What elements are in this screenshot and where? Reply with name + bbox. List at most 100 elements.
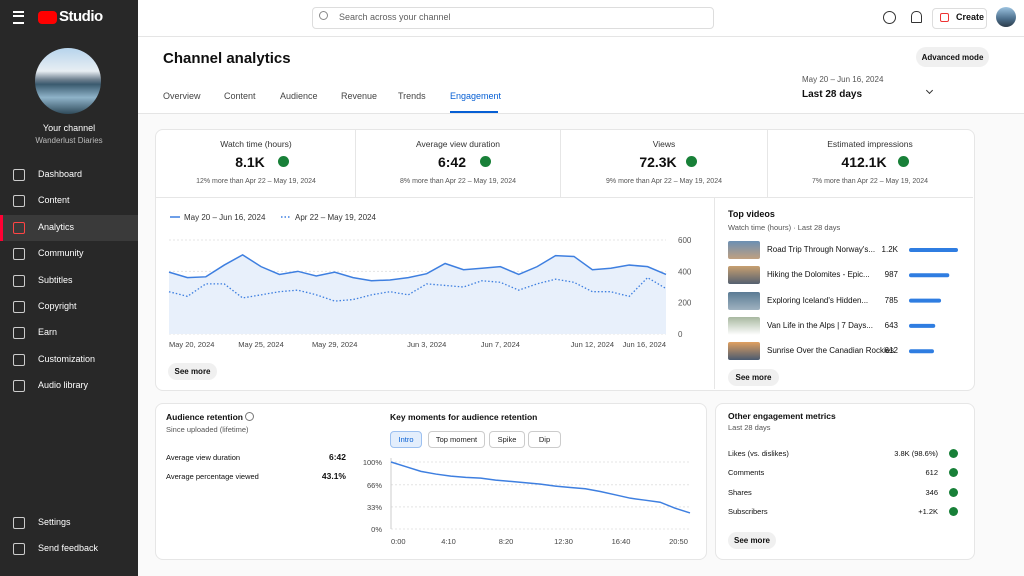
video-title[interactable]: Sunrise Over the Canadian Rockies [767,346,895,356]
engagement-value: 612 [925,468,938,478]
tab[interactable]: Revenue [341,91,378,101]
engagement-value: 3.8K (98.6%) [894,449,938,458]
video-value: 1.2K [881,245,898,254]
icon [13,380,25,393]
icon [13,195,25,208]
tab[interactable]: Content [224,91,256,101]
brand: Studio [59,8,103,25]
period[interactable]: Last 28 days [802,89,863,100]
video-value: 785 [884,295,898,305]
tab[interactable]: Trends [398,91,426,101]
key-moments-title: Key moments for audience retention [390,412,538,422]
video-value: 987 [884,270,898,280]
moment-button[interactable] [489,431,525,448]
help-icon[interactable] [883,11,896,24]
retention-subtitle: Since uploaded (lifetime) [166,425,249,434]
video-thumbnail[interactable] [728,266,760,285]
moment-label: Top moment [435,435,478,444]
nav-item[interactable]: Send feedback [38,543,99,553]
icon [13,353,25,366]
nav-item[interactable]: Earn [38,327,58,338]
icon [13,169,25,181]
nav-item[interactable]: Customization [38,353,96,364]
see-more-label: See more [735,373,772,382]
video-title[interactable]: Road Trip Through Norway's... [767,245,876,254]
tab[interactable]: Engagement [450,91,502,101]
channel-avatar [35,48,101,114]
video-thumbnail[interactable] [728,316,760,335]
video-title[interactable]: Van Life in the Alps | 7 Days... [767,320,873,330]
moment-label: Spike [497,435,517,444]
nav-active-bar [0,214,3,241]
engagement-label: Comments [728,468,765,478]
tab[interactable]: Overview [163,91,201,101]
nav-item[interactable]: Settings [38,517,71,527]
account-avatar[interactable] [996,7,1016,27]
see-more-button[interactable] [728,369,779,386]
see-more-button[interactable] [728,532,776,549]
bell-icon[interactable] [911,11,922,23]
engagement-label: Likes (vs. dislikes) [728,449,789,458]
menu-icon-mid [13,15,24,17]
engagement-value: 346 [925,487,938,497]
up-arrow-icon [949,468,958,478]
search-box[interactable] [312,7,714,29]
metric-comparison: 12% more than Apr 22 – May 19, 2024 [196,178,316,185]
date-range[interactable]: May 20 – Jun 16, 2024 [802,75,884,84]
video-value: 612 [884,346,898,356]
engagement-label: Subscribers [728,506,768,516]
video-value: 643 [884,320,898,330]
nav-item[interactable]: Analytics [38,221,75,232]
moment-label: Dip [538,435,551,444]
top-videos-subtitle: Watch time (hours) · Last 28 days [728,223,841,232]
nav-item[interactable]: Audio library [38,380,89,391]
icon [13,221,25,234]
video-thumbnail[interactable] [728,291,760,310]
advanced-button[interactable] [916,47,989,67]
up-arrow-icon [949,487,958,497]
nav-item[interactable]: Copyright [38,301,77,311]
video-title[interactable]: Exploring Iceland's Hidden... [767,295,869,305]
see-more-button[interactable] [168,363,217,380]
search-icon [319,11,328,20]
icon [13,248,25,261]
moment-label: Intro [398,435,414,444]
nav-item[interactable]: Content [38,195,70,206]
metric-comparison: 7% more than Apr 22 – May 19, 2024 [812,178,928,185]
search-placeholder: Search across your channel [339,12,451,22]
up-arrow-icon [686,156,697,167]
moment-button[interactable] [428,431,485,448]
header [138,37,1024,114]
retention-value: 6:42 [328,452,346,462]
video-thumbnail[interactable] [728,342,760,361]
metric-value: 72.3K [639,154,677,170]
nav-item[interactable]: Subtitles [38,274,73,285]
video-thumbnail[interactable] [728,241,760,259]
metric-divider [560,129,561,197]
nav-item[interactable]: Community [38,248,84,259]
icon [13,517,25,529]
video-title[interactable]: Hiking the Dolomites - Epic... [767,270,870,280]
metric-label: Watch time (hours) [220,139,292,149]
metric-label: Estimated impressions [827,139,913,149]
metric-divider [767,129,768,197]
nav-item[interactable]: Dashboard [38,169,83,179]
card-divider [155,197,973,198]
tab[interactable]: Audience [280,91,318,101]
retention-title: Audience retention [166,412,243,422]
menu-icon [13,11,24,24]
create-icon [940,13,949,22]
metric-label: Views [652,139,676,149]
card-divider [714,197,715,389]
engagement-value: +1.2K [918,506,938,516]
moment-button[interactable] [528,431,561,448]
see-more-label: See more [733,536,771,545]
logo [38,11,57,24]
retention-value: 43.1% [321,471,346,481]
icon [13,301,25,313]
moment-button[interactable] [390,431,422,448]
channel-name: Wanderlust Diaries [35,136,103,145]
see-more-label: See more [174,367,211,376]
metric-value: 6:42 [437,154,467,170]
up-arrow-icon [898,156,909,167]
